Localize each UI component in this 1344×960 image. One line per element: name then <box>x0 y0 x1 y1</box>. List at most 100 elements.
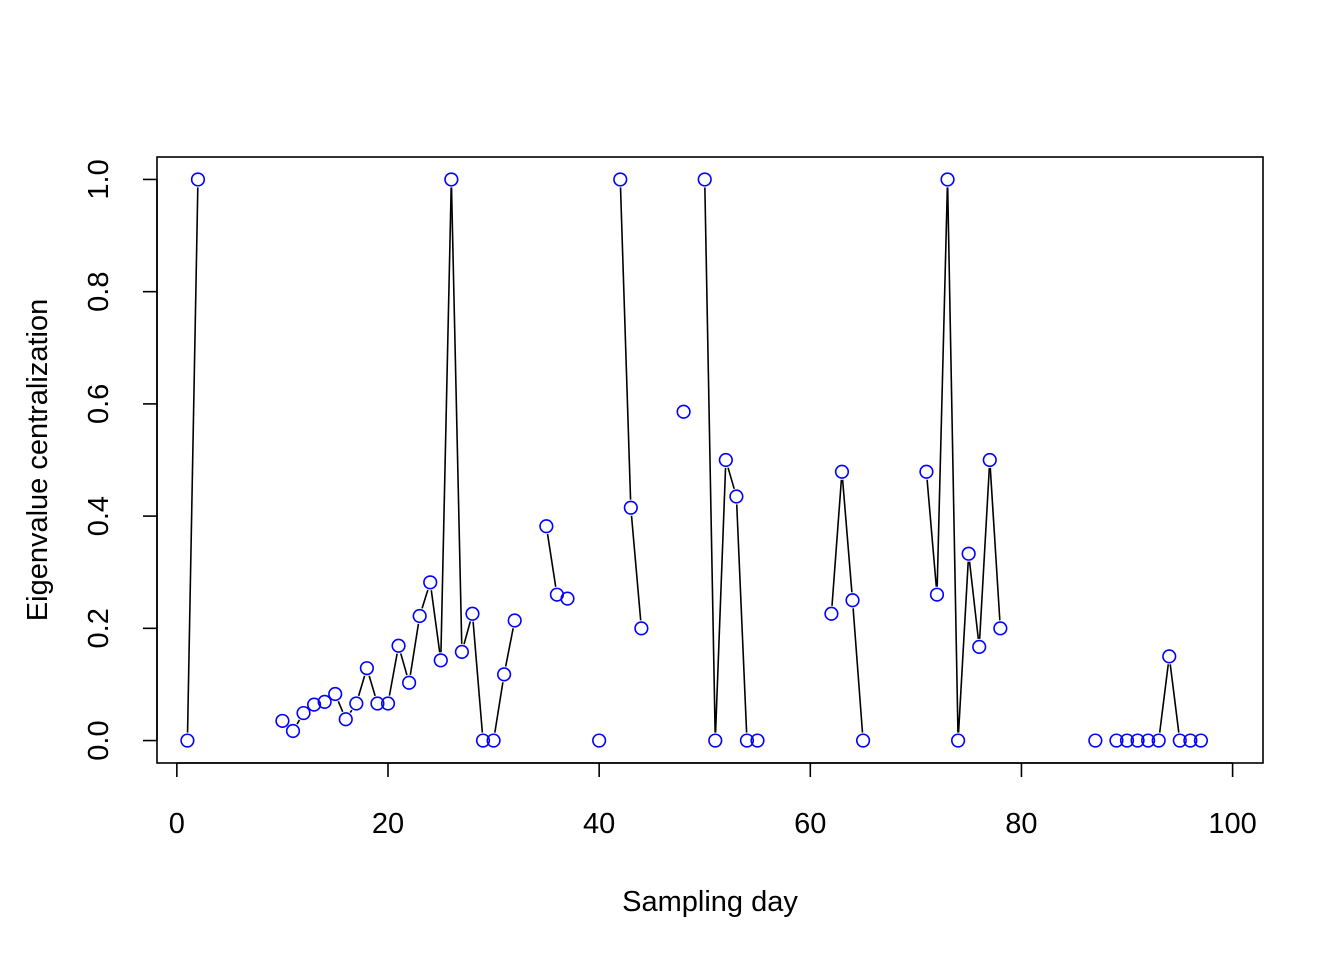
data-point <box>539 519 554 534</box>
series-segment <box>399 653 408 676</box>
series-segment <box>504 628 514 667</box>
series-segment <box>704 187 716 733</box>
data-point <box>592 733 607 748</box>
series-segment <box>957 561 970 733</box>
data-point <box>1141 733 1156 748</box>
data-point <box>433 653 448 668</box>
data-point <box>929 587 945 602</box>
y-tick-label: 0.6 <box>83 384 115 424</box>
data-point <box>729 489 744 504</box>
data-point <box>1130 733 1145 748</box>
y-tick-label: 0.0 <box>83 720 115 760</box>
series-segment <box>472 621 484 733</box>
series-segment <box>337 701 344 713</box>
data-point <box>338 712 353 727</box>
y-tick-label: 0.2 <box>83 608 115 648</box>
series-segment <box>357 675 366 697</box>
data-point <box>1162 649 1177 664</box>
data-point <box>296 705 311 721</box>
data-point <box>623 500 638 515</box>
data-point <box>676 404 691 419</box>
series-segment <box>450 187 463 644</box>
x-tick-label: 20 <box>372 808 404 840</box>
data-point <box>845 593 860 608</box>
data-point <box>697 172 712 187</box>
data-point <box>391 638 406 653</box>
series-segment <box>968 561 980 639</box>
series-segment <box>463 621 472 645</box>
data-point <box>1193 733 1209 748</box>
data-point <box>1088 733 1103 748</box>
data-point <box>1119 733 1135 748</box>
y-tick-label: 1.0 <box>83 159 115 199</box>
data-point <box>444 172 459 187</box>
series-segment <box>619 187 632 500</box>
data-point <box>940 172 955 187</box>
series-segment <box>831 479 843 606</box>
data-point <box>402 675 417 690</box>
data-point <box>972 639 987 654</box>
data-point <box>507 613 522 628</box>
data-point <box>317 694 332 709</box>
series-segment <box>368 675 376 697</box>
series-segment <box>546 533 557 587</box>
x-tick-label: 60 <box>794 808 826 840</box>
data-point <box>560 591 575 606</box>
series-segment <box>936 187 949 587</box>
data-point <box>750 733 765 748</box>
data-point <box>855 733 871 748</box>
data-point <box>180 733 195 748</box>
y-axis-title: Eigenvalue centralization <box>22 299 54 621</box>
series-segment <box>946 187 959 733</box>
data-point <box>486 733 501 748</box>
series-segment <box>409 623 420 675</box>
data-point <box>328 686 343 702</box>
y-tick-label: 0.4 <box>83 496 115 536</box>
data-point <box>718 452 733 468</box>
series-segment <box>421 589 429 609</box>
y-tick-label: 0.8 <box>83 272 115 312</box>
series-segment <box>978 467 991 639</box>
series-segment <box>349 709 353 714</box>
series-segment <box>841 479 853 593</box>
data-point <box>708 733 723 748</box>
series-segment <box>630 515 642 621</box>
series-segment <box>852 608 864 733</box>
data-point <box>834 464 850 479</box>
series-segment <box>735 504 748 733</box>
data-point <box>1151 733 1166 748</box>
series-segment <box>714 467 727 733</box>
series-points <box>180 172 1209 748</box>
data-point <box>961 546 976 561</box>
x-tick-label: 100 <box>1208 808 1256 840</box>
series-segment <box>1158 664 1170 733</box>
data-point <box>359 661 374 676</box>
data-point <box>739 733 755 748</box>
data-point <box>349 696 364 711</box>
series-segment <box>186 187 199 733</box>
data-point <box>285 723 301 739</box>
x-axis: 0 20 40 60 80 100 <box>169 762 1257 840</box>
data-point <box>982 452 997 468</box>
data-point <box>497 667 512 682</box>
data-point <box>1183 733 1198 748</box>
data-point <box>613 172 628 187</box>
series-segment <box>388 653 398 696</box>
data-point <box>190 172 206 187</box>
data-point <box>1109 733 1124 748</box>
x-tick-label: 80 <box>1005 808 1037 840</box>
y-axis: 0.0 0.2 0.4 0.6 0.8 1.0 <box>83 159 158 761</box>
series-segment <box>296 719 301 725</box>
data-point <box>951 733 966 748</box>
data-point <box>370 696 385 711</box>
series-segment <box>494 682 504 733</box>
x-tick-label: 40 <box>583 808 615 840</box>
data-point <box>1172 733 1187 748</box>
series-segment <box>989 467 1001 621</box>
series-lines <box>186 187 1180 733</box>
series-segment <box>430 590 441 653</box>
x-tick-label: 0 <box>169 808 185 840</box>
x-axis-title: Sampling day <box>622 886 798 918</box>
data-point <box>824 606 839 621</box>
